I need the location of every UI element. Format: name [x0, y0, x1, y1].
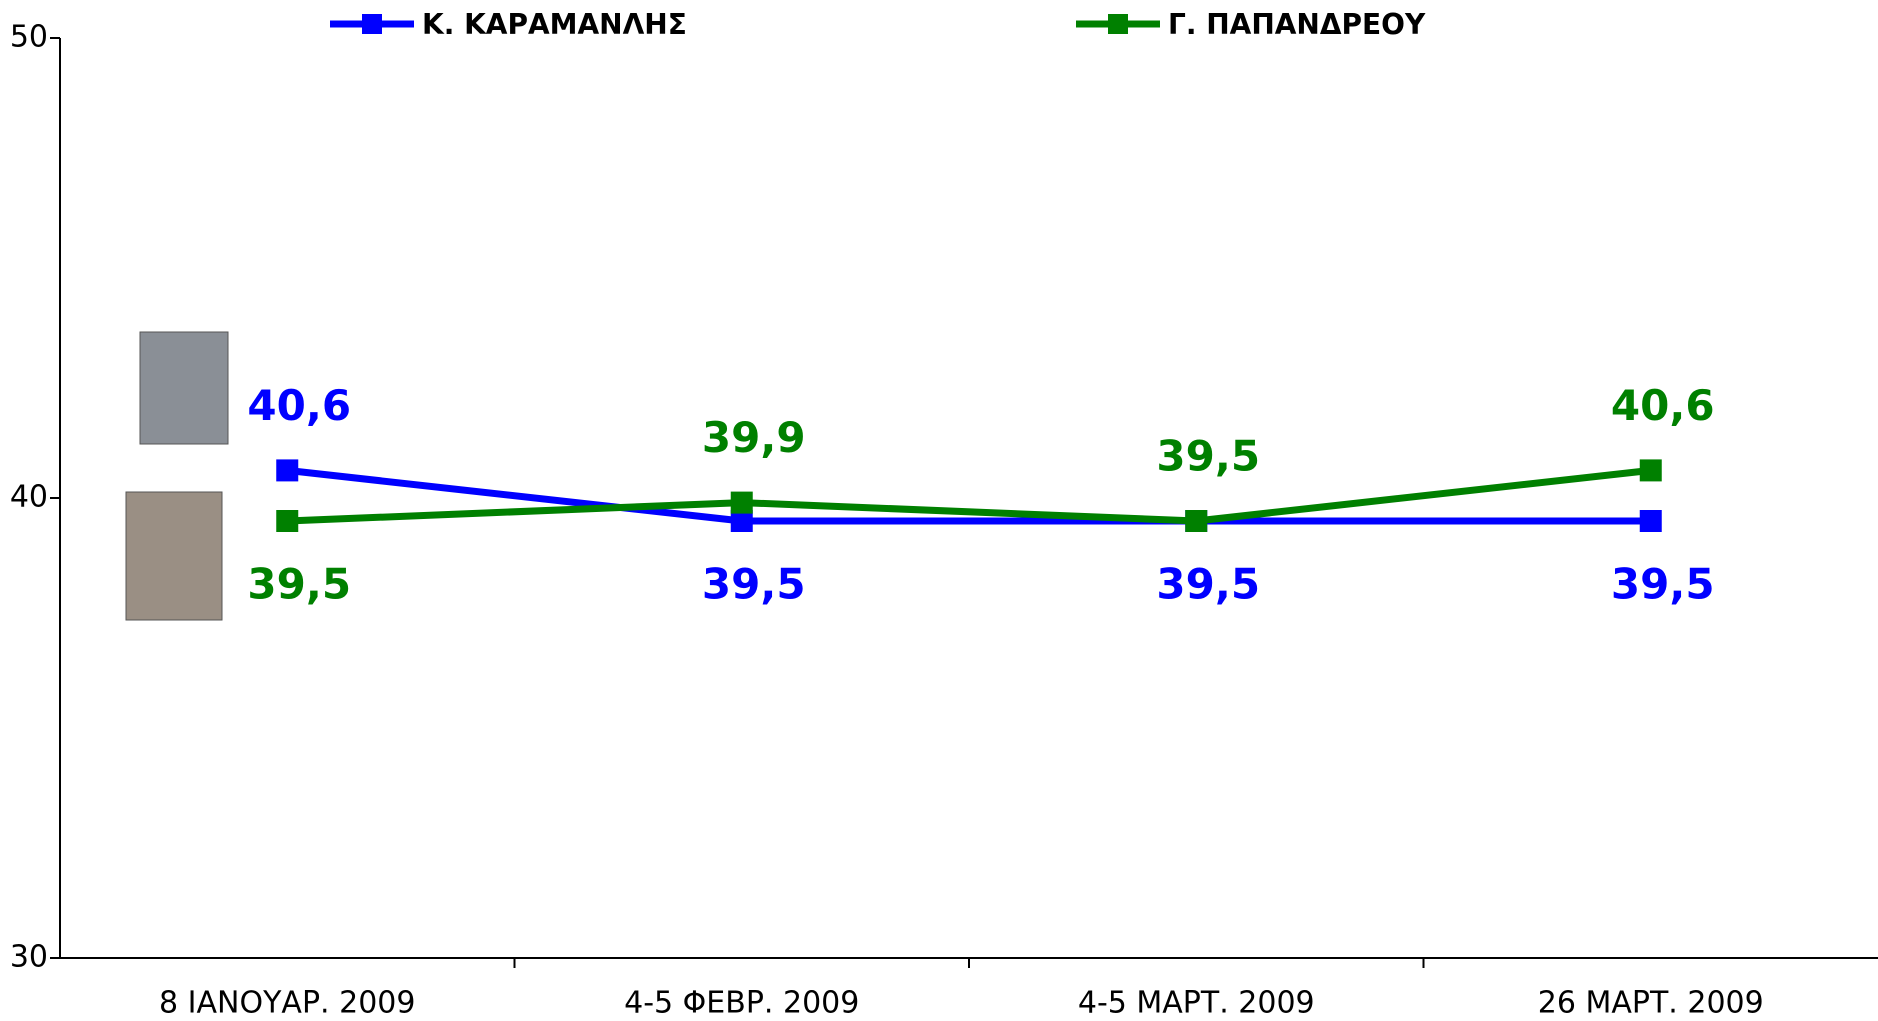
- x-tick-label: 4-5 ΦΕΒΡ. 2009: [624, 986, 859, 1021]
- y-tick-label: 30: [10, 940, 48, 975]
- legend-marker: [1108, 14, 1128, 34]
- data-label: 39,5: [247, 560, 351, 609]
- portrait: [139, 331, 229, 445]
- legend-marker: [362, 14, 382, 34]
- data-label: 39,5: [1611, 560, 1715, 609]
- series-line: [287, 466, 1652, 525]
- data-label: 39,5: [1156, 432, 1260, 481]
- data-label: 40,6: [247, 381, 351, 430]
- portrait: [125, 491, 223, 621]
- data-label: 39,5: [1156, 560, 1260, 609]
- marker: [1185, 510, 1208, 532]
- series-line: [286, 466, 1651, 525]
- marker: [276, 510, 299, 532]
- y-tick-label: 40: [10, 480, 48, 515]
- data-label: 39,5: [702, 560, 806, 609]
- marker: [1639, 510, 1662, 532]
- legend-label: Κ. ΚΑΡΑΜΑΝΛΗΣ: [422, 8, 687, 41]
- x-tick-label: 8 ΙΑΝΟΥΑΡ. 2009: [159, 986, 415, 1021]
- marker: [730, 510, 753, 532]
- x-tick-label: 4-5 ΜΑΡΤ. 2009: [1078, 986, 1315, 1021]
- data-label: 39,9: [702, 413, 806, 462]
- marker: [730, 491, 753, 514]
- legend-label: Γ. ΠΑΠΑΝΔΡΕΟΥ: [1168, 8, 1426, 41]
- marker: [276, 459, 299, 482]
- x-tick-label: 26 ΜΑΡΤ. 2009: [1538, 986, 1764, 1021]
- marker: [1639, 459, 1662, 482]
- y-tick-label: 50: [10, 20, 48, 55]
- data-label: 40,6: [1611, 381, 1715, 430]
